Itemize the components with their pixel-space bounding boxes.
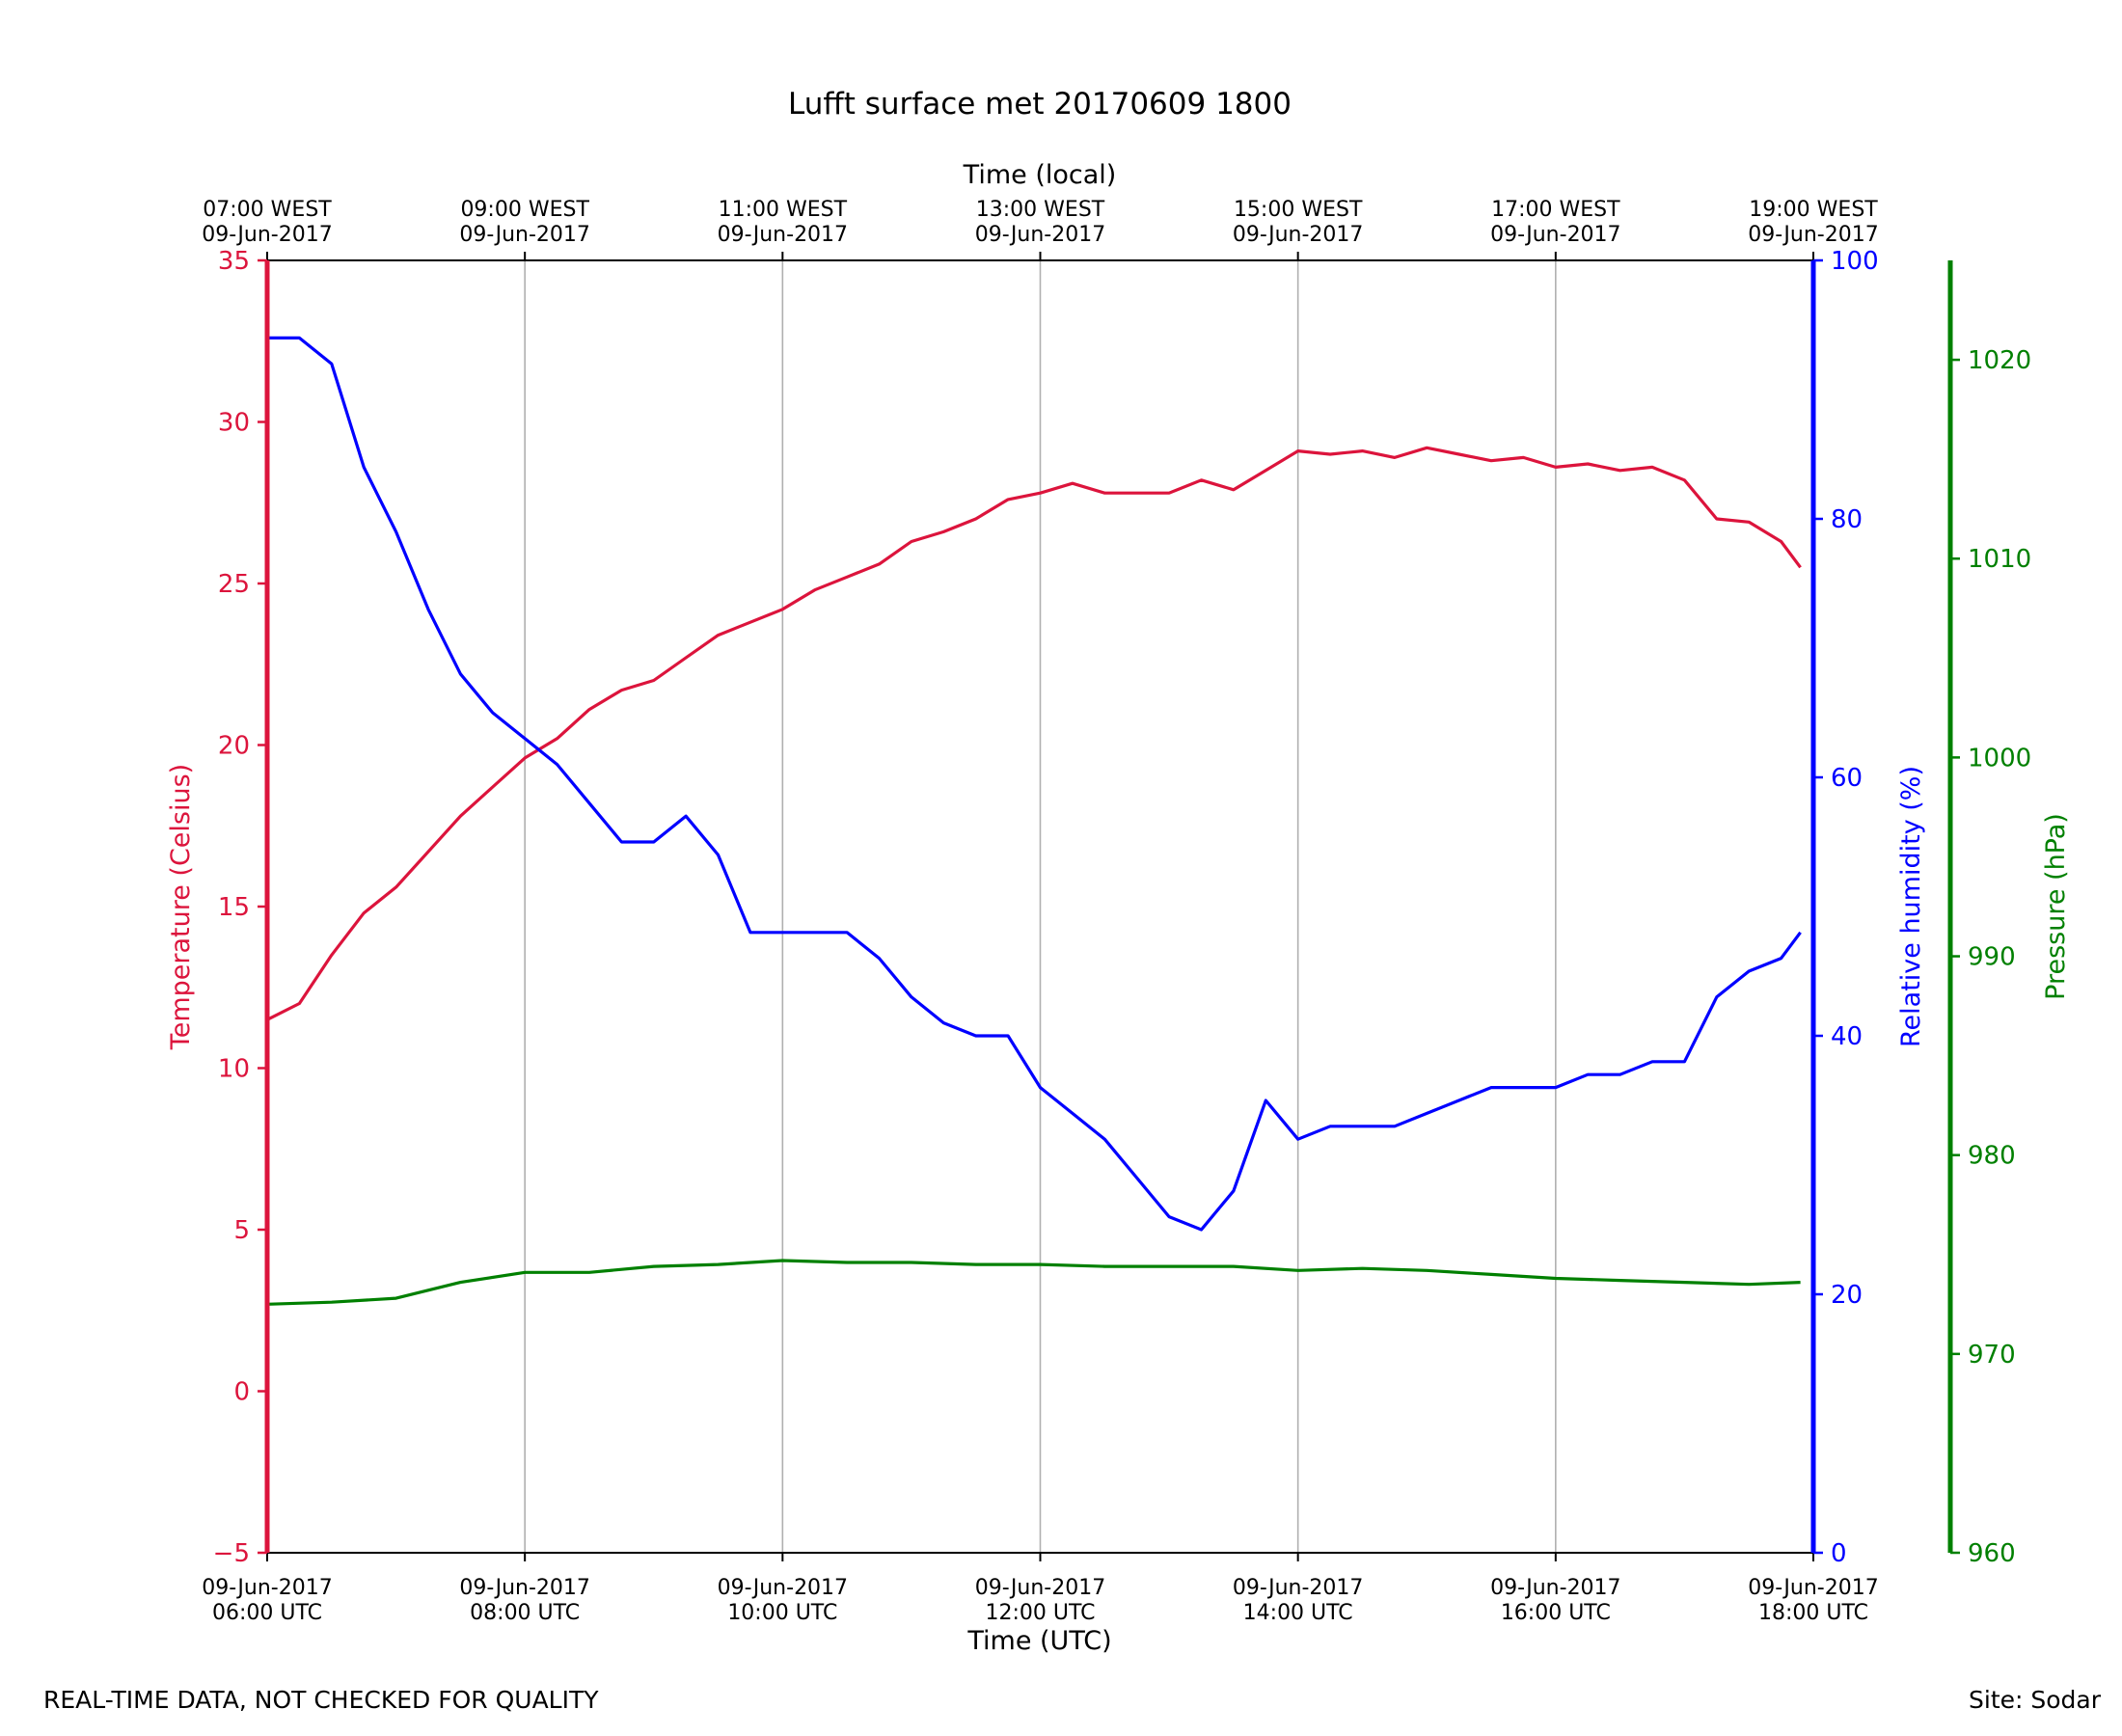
temperature-tick-label: 30 [218,409,250,438]
x-tick-label: 06:00 UTC [212,1601,322,1625]
x-top-tick-label: 09:00 WEST [460,198,589,222]
x-tick-label: 14:00 UTC [1243,1601,1353,1625]
series-lines [266,336,1802,1306]
x-top-tick-label: 09-Jun-2017 [1490,223,1620,247]
humidity-line [267,336,1802,1232]
pressure-tick-label: 960 [1968,1539,2016,1568]
x-top-tick-label: 09-Jun-2017 [975,223,1105,247]
x-top-tick-label: 07:00 WEST [203,198,332,222]
pressure-tick-label: 1020 [1968,346,2031,375]
x-tick-label: 09-Jun-2017 [975,1576,1105,1600]
x-tick-label: 09-Jun-2017 [459,1576,589,1600]
humidity-tick-label: 40 [1831,1022,1863,1051]
pressure-tick-label: 1000 [1968,744,2031,773]
temperature-tick-label: −5 [213,1539,250,1568]
temperature-axis-label: Temperature (Celsius) [166,764,196,1050]
pressure-tick-label: 1010 [1968,545,2031,574]
temperature-tick-label: 5 [233,1216,250,1245]
temperature-line [266,446,1802,1021]
x-top-tick-label: 15:00 WEST [1234,198,1363,222]
humidity-tick-label: 80 [1831,505,1863,534]
temperature-tick-label: 10 [218,1055,250,1084]
site-label: Site: Sodar [1969,1686,2101,1714]
top-axis-label: Time (local) [963,160,1117,190]
x-top-tick-label: 19:00 WEST [1749,198,1878,222]
x-tick-label: 18:00 UTC [1758,1601,1868,1625]
x-top-tick-label: 09-Jun-2017 [1233,223,1363,247]
humidity-tick-label: 20 [1831,1281,1863,1310]
temperature-tick-label: 0 [233,1378,250,1407]
x-tick-label: 09-Jun-2017 [1748,1576,1878,1600]
x-top-tick-label: 09-Jun-2017 [459,223,589,247]
x-top-tick-label: 11:00 WEST [719,198,848,222]
chart-title: Lufft surface met 20170609 1800 [788,87,1292,122]
temperature-tick-label: 15 [218,893,250,922]
x-tick-label: 09-Jun-2017 [1490,1576,1620,1600]
pressure-line [266,1259,1801,1306]
x-tick-label: 09-Jun-2017 [1233,1576,1363,1600]
x-tick-label: 16:00 UTC [1501,1601,1611,1625]
x-top-tick-label: 17:00 WEST [1491,198,1620,222]
x-tick-label: 12:00 UTC [985,1601,1095,1625]
grid [524,260,1557,1553]
x-top-tick-label: 13:00 WEST [976,198,1105,222]
x-top-tick-label: 09-Jun-2017 [202,223,332,247]
x-tick-label: 08:00 UTC [470,1601,580,1625]
bottom-axis-label: Time (UTC) [966,1626,1111,1656]
humidity-tick-label: 0 [1831,1539,1847,1568]
humidity-tick-label: 100 [1831,247,1879,276]
temperature-tick-label: 20 [218,732,250,761]
pressure-tick-label: 970 [1968,1341,2016,1370]
x-tick-label: 09-Jun-2017 [718,1576,848,1600]
quality-disclaimer: REAL-TIME DATA, NOT CHECKED FOR QUALITY [43,1686,599,1714]
humidity-tick-label: 60 [1831,764,1863,793]
temperature-tick-label: 25 [218,570,250,599]
humidity-axis-label: Relative humidity (%) [1896,766,1926,1047]
x-top-tick-label: 09-Jun-2017 [718,223,848,247]
pressure-tick-label: 990 [1968,943,2016,972]
pressure-axis-label: Pressure (hPa) [2041,813,2071,1000]
x-tick-label: 10:00 UTC [727,1601,837,1625]
x-top-tick-label: 09-Jun-2017 [1748,223,1878,247]
x-tick-label: 09-Jun-2017 [202,1576,332,1600]
pressure-tick-label: 980 [1968,1142,2016,1171]
temperature-tick-label: 35 [218,247,250,276]
